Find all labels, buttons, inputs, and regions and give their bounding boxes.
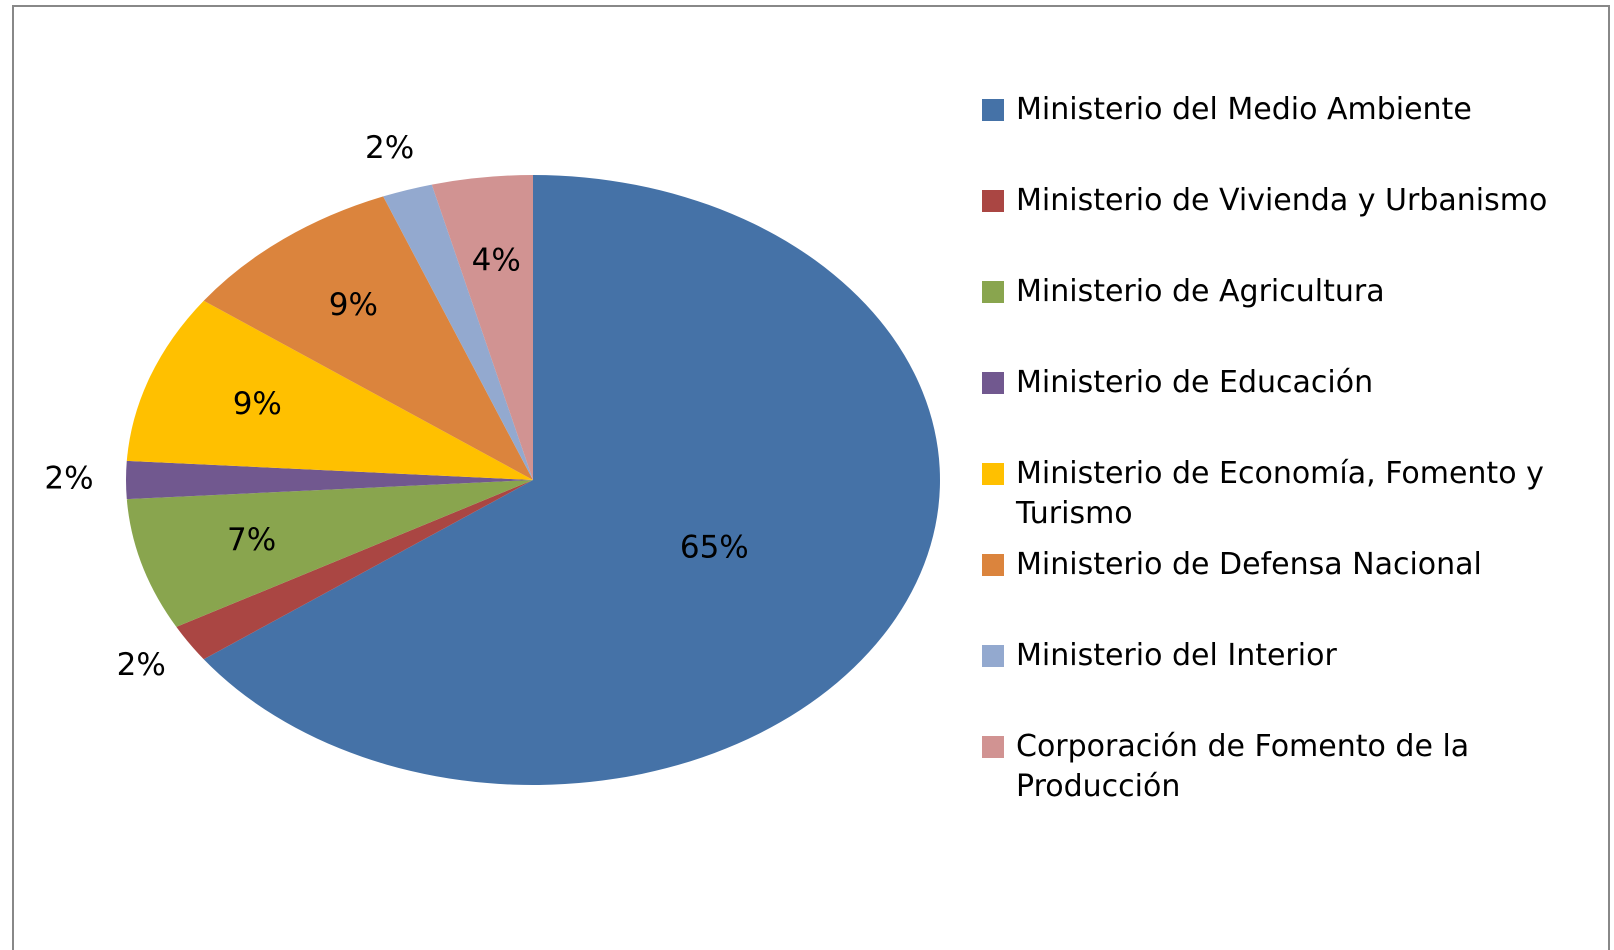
legend-item: Corporación de Fomento de la Producción <box>982 727 1582 818</box>
legend-swatch <box>982 281 1004 303</box>
pie-slice <box>176 480 533 660</box>
data-label: 2% <box>365 130 414 166</box>
pie-slice <box>203 196 533 481</box>
data-label: 65% <box>680 530 749 566</box>
legend-item: Ministerio de Agricultura <box>982 272 1582 363</box>
legend-item: Ministerio del Interior <box>982 636 1582 727</box>
legend-label: Corporación de Fomento de la Producción <box>1016 729 1470 804</box>
legend-label: Ministerio de Educación <box>1016 365 1374 400</box>
legend-label: Ministerio del Interior <box>1016 638 1337 673</box>
legend-swatch <box>982 99 1004 121</box>
pie-slice <box>126 300 533 480</box>
legend-swatch <box>982 736 1004 758</box>
data-label: 9% <box>233 386 282 422</box>
pie-slice <box>126 480 533 627</box>
legend-item: Ministerio de Vivienda y Urbanismo <box>982 181 1582 272</box>
legend-item: Ministerio de Educación <box>982 363 1582 454</box>
pie-slice <box>431 175 533 480</box>
data-label: 7% <box>227 522 276 558</box>
legend: Ministerio del Medio Ambiente Ministerio … <box>982 90 1582 818</box>
legend-swatch <box>982 190 1004 212</box>
legend-item: Ministerio de Economía, Fomento y Turism… <box>982 454 1582 545</box>
legend-item: Ministerio del Medio Ambiente <box>982 90 1582 181</box>
data-label: 2% <box>117 647 166 683</box>
pie-slice <box>203 175 940 785</box>
legend-swatch <box>982 554 1004 576</box>
data-label: 4% <box>472 243 521 279</box>
legend-label: Ministerio de Agricultura <box>1016 274 1385 309</box>
legend-label: Ministerio de Defensa Nacional <box>1016 547 1482 582</box>
pie-slice <box>383 184 533 480</box>
legend-label: Ministerio del Medio Ambiente <box>1016 92 1472 127</box>
legend-swatch <box>982 463 1004 485</box>
legend-item: Ministerio de Defensa Nacional <box>982 545 1582 636</box>
chart: 65% 2% 7% 2% 9% 9% 2% 4% <box>44 130 940 785</box>
data-label: 2% <box>44 461 93 497</box>
data-label: 9% <box>329 287 378 323</box>
legend-label: Ministerio de Vivienda y Urbanismo <box>1016 183 1548 218</box>
legend-swatch <box>982 645 1004 667</box>
pie-slice <box>126 460 533 500</box>
chart-frame <box>12 5 1610 950</box>
legend-swatch <box>982 372 1004 394</box>
legend-label: Ministerio de Economía, Fomento y Turism… <box>1016 456 1544 531</box>
